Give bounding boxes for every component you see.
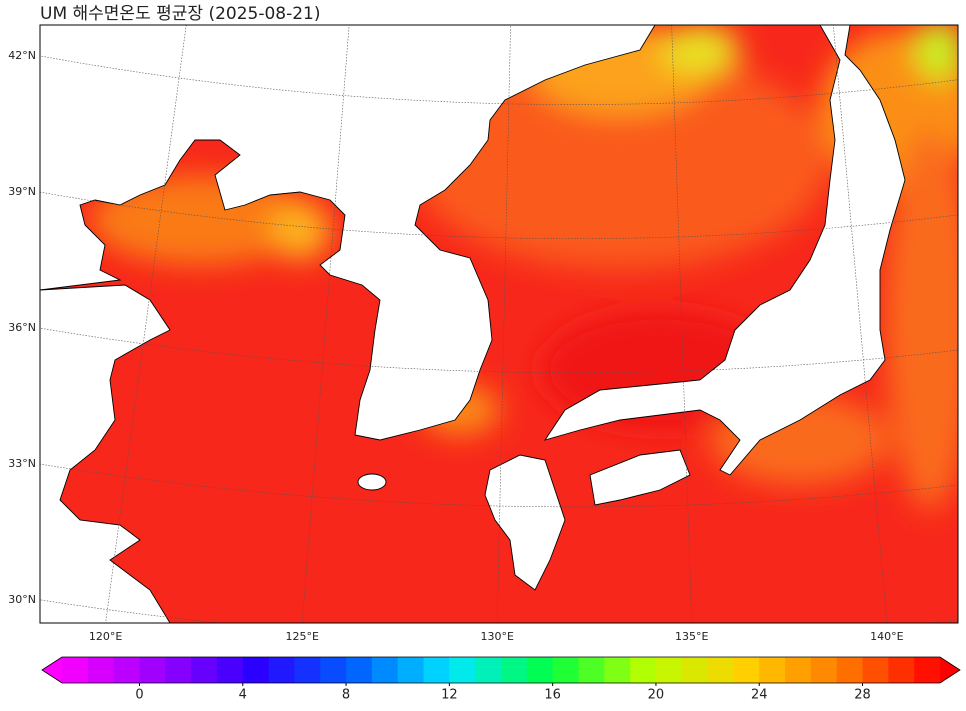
warm-patch xyxy=(270,200,330,260)
axis-labels: 42°N 39°N 36°N 33°N 30°N 120°E 125°E 130°E 135°E… xyxy=(8,49,903,643)
colorbar-segment xyxy=(733,657,760,683)
colorbar-segment xyxy=(810,657,838,683)
longitude-label: 140°E xyxy=(870,630,903,643)
longitude-line xyxy=(833,25,888,623)
latitude-label: 33°N xyxy=(8,457,36,470)
colorbar-segment xyxy=(888,657,915,683)
colorbar-extend-low xyxy=(42,657,62,683)
colorbar-segment xyxy=(785,657,812,683)
colorbar-segment xyxy=(862,657,889,683)
land xyxy=(589,449,691,506)
longitude-label: 135°E xyxy=(675,630,708,643)
map-frame xyxy=(39,24,959,624)
colorbar-tick-label: 16 xyxy=(544,688,561,703)
colorbar-segment xyxy=(655,657,683,683)
colorbar-segment xyxy=(552,657,579,683)
colorbar-segment xyxy=(113,657,140,683)
colorbar-segment xyxy=(87,657,115,683)
colorbar-tick-label: 0 xyxy=(135,688,143,703)
latitude-label: 36°N xyxy=(8,321,36,334)
colorbar-segment xyxy=(681,657,709,683)
longitude-line xyxy=(105,25,187,623)
warm-patch xyxy=(660,25,740,75)
colorbar-segment xyxy=(268,657,295,683)
colorbar-segment xyxy=(423,657,450,683)
colorbar-segment xyxy=(191,657,218,683)
colorbar-segment xyxy=(475,657,502,683)
colorbar-segment xyxy=(449,657,476,683)
colorbar-outline xyxy=(41,656,961,684)
colorbar-tick-label: 28 xyxy=(854,688,871,703)
land xyxy=(40,284,171,623)
colorbar: 0 4 8 12 16 20 24 28 xyxy=(41,656,961,703)
colorbar-segment xyxy=(526,657,554,683)
longitude-label: 125°E xyxy=(286,630,319,643)
land xyxy=(40,25,656,441)
latitude-line xyxy=(40,191,958,240)
latitude-label: 42°N xyxy=(8,49,36,62)
colorbar-segment xyxy=(397,657,425,683)
colorbar-segment xyxy=(630,657,657,683)
longitude-line xyxy=(496,25,511,623)
latitude-label: 30°N xyxy=(8,593,36,606)
land xyxy=(543,25,906,476)
colorbar-tick-label: 20 xyxy=(648,688,665,703)
longitude-line xyxy=(301,25,350,623)
colorbar-segment xyxy=(914,657,941,683)
colorbar-segment xyxy=(371,657,399,683)
colorbar-tick-label: 24 xyxy=(751,688,768,703)
colorbar-segment xyxy=(139,657,166,683)
colorbar-tick-label: 12 xyxy=(441,688,458,703)
colorbar-segment xyxy=(320,657,347,683)
longitude-label: 130°E xyxy=(480,630,513,643)
colorbar-segment xyxy=(707,657,734,683)
colorbar-segment xyxy=(578,657,605,683)
colorbar-segment xyxy=(346,657,373,683)
colorbar-segment xyxy=(216,657,244,683)
colorbar-segment xyxy=(836,657,864,683)
colorbar-segment xyxy=(604,657,631,683)
colorbar-segment xyxy=(294,657,321,683)
colorbar-segment xyxy=(62,657,89,683)
warm-patch xyxy=(885,130,958,510)
warm-patch xyxy=(410,50,830,270)
warm-patch xyxy=(915,25,958,80)
land xyxy=(484,454,566,591)
island xyxy=(357,473,387,491)
title: UM 해수면온도 평균장 (2025-08-21) xyxy=(40,4,321,24)
colorbar-segment xyxy=(165,657,192,683)
colorbar-segment xyxy=(501,657,528,683)
colorbar-tick-label: 4 xyxy=(239,688,247,703)
colorbar-extend-high xyxy=(940,657,960,683)
longitude-label: 120°E xyxy=(89,630,122,643)
colorbar-segment xyxy=(242,657,270,683)
colorbar-tick-label: 8 xyxy=(342,688,350,703)
colorbar-segment xyxy=(759,657,786,683)
latitude-label: 39°N xyxy=(8,185,36,198)
longitude-line xyxy=(671,25,692,623)
